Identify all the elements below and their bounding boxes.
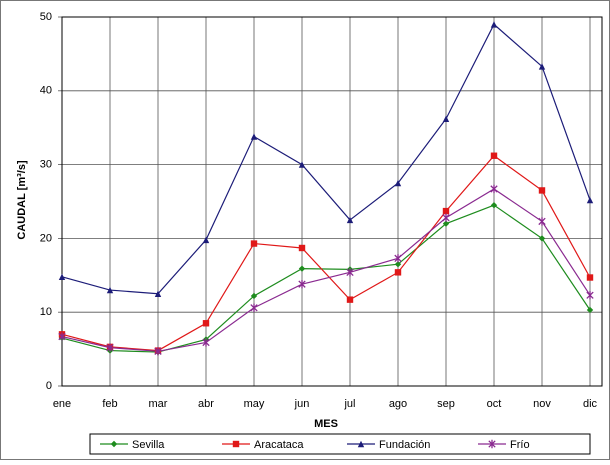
legend-label: Fundación (379, 439, 430, 451)
marker (490, 184, 498, 194)
marker (106, 343, 114, 352)
y-tick-label: 10 (40, 306, 52, 318)
marker (357, 440, 365, 448)
marker (250, 240, 258, 247)
y-tick-label: 20 (40, 232, 52, 244)
marker (586, 274, 594, 281)
marker (346, 216, 354, 224)
marker (346, 296, 354, 303)
x-tick-label: abr (198, 398, 214, 410)
legend-box (89, 433, 591, 455)
marker (298, 279, 306, 289)
marker (202, 320, 210, 327)
x-tick-label: oct (487, 398, 502, 410)
series-line (61, 204, 591, 353)
x-tick-label: feb (102, 398, 117, 410)
y-tick-label: 50 (40, 11, 52, 23)
marker (394, 179, 402, 187)
marker (298, 244, 306, 252)
x-axis-label: MES (314, 418, 338, 430)
marker (442, 213, 450, 222)
marker (538, 63, 546, 70)
marker (490, 21, 498, 28)
marker (394, 261, 402, 268)
marker (442, 207, 450, 215)
legend-label: Aracataca (254, 439, 304, 451)
marker (58, 273, 66, 280)
x-tick-label: mar (149, 398, 168, 410)
marker (250, 292, 258, 300)
marker (442, 115, 450, 123)
x-tick-label: ago (389, 398, 407, 410)
y-tick-label: 30 (40, 159, 52, 171)
x-tick-label: jul (343, 398, 355, 410)
marker (202, 338, 210, 347)
y-tick-label: 0 (46, 380, 52, 392)
plot-area (61, 16, 603, 387)
marker (346, 268, 354, 277)
x-tick-label: jun (294, 398, 310, 410)
marker (394, 254, 402, 263)
legend-label: Frío (510, 439, 530, 451)
marker (586, 306, 594, 314)
series-line (61, 188, 591, 352)
marker (538, 235, 546, 242)
series-line (61, 23, 591, 295)
marker (106, 286, 114, 294)
marker (154, 290, 162, 297)
marker (154, 347, 162, 356)
marker (442, 220, 450, 227)
marker (250, 133, 258, 140)
x-tick-label: nov (533, 398, 551, 410)
marker (490, 152, 498, 159)
x-tick-label: sep (437, 398, 455, 410)
legend-label: Sevilla (132, 439, 165, 451)
marker (586, 196, 594, 204)
y-tick-label: 40 (40, 85, 52, 97)
marker (538, 187, 546, 194)
marker (298, 265, 306, 272)
marker (232, 440, 240, 448)
x-tick-label: ene (53, 398, 71, 410)
marker (58, 332, 66, 341)
marker (538, 217, 546, 226)
marker (202, 236, 210, 244)
x-tick-label: may (244, 398, 265, 410)
marker (394, 269, 402, 276)
marker (488, 439, 496, 449)
marker (298, 161, 306, 168)
marker (250, 303, 258, 312)
marker (586, 291, 594, 300)
series-line (61, 154, 591, 352)
y-axis-label: CAUDAL [m³/s] (16, 160, 28, 240)
marker (490, 201, 498, 209)
marker (110, 440, 118, 448)
x-tick-label: dic (583, 398, 598, 410)
